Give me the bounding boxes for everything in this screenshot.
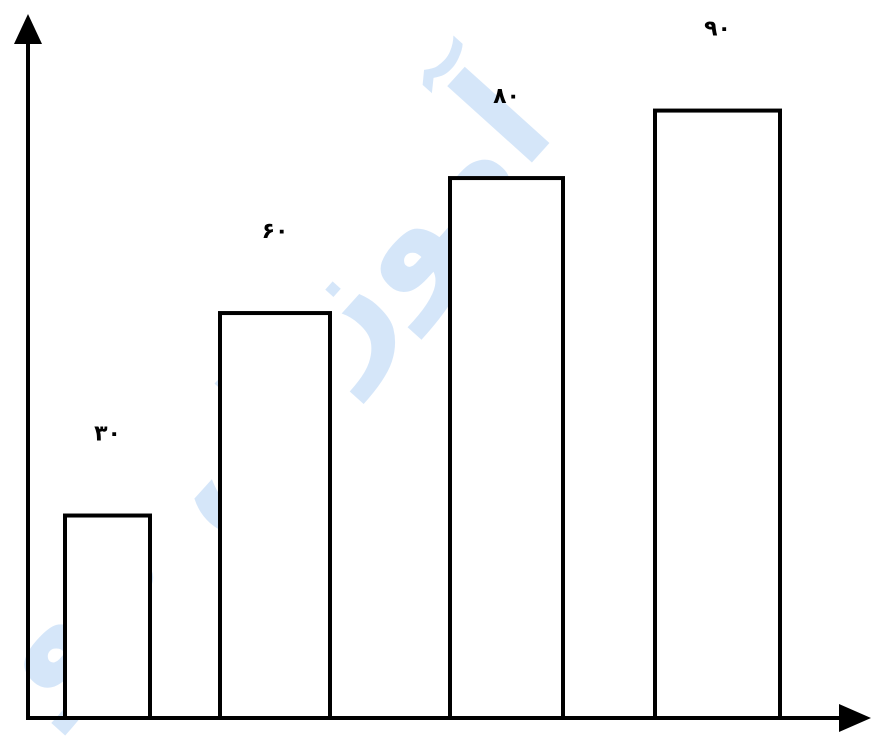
bar-1 xyxy=(63,513,152,720)
bar-4 xyxy=(653,108,782,720)
y-axis-arrow-icon xyxy=(14,14,42,44)
bar-value-label-1: ۳۰ xyxy=(94,422,121,447)
bar-value-label-3: ۸۰ xyxy=(493,84,520,109)
x-axis-arrow-icon xyxy=(839,704,871,732)
bar-value-label-2: ۶۰ xyxy=(262,219,289,244)
data-labels: ۳۰ ۶۰ ۸۰ ۹۰ xyxy=(94,17,731,447)
bars xyxy=(63,108,782,720)
bar-value-label-4: ۹۰ xyxy=(704,17,731,42)
bar-2 xyxy=(218,311,332,720)
bar-3 xyxy=(448,176,565,720)
axes xyxy=(14,14,871,732)
